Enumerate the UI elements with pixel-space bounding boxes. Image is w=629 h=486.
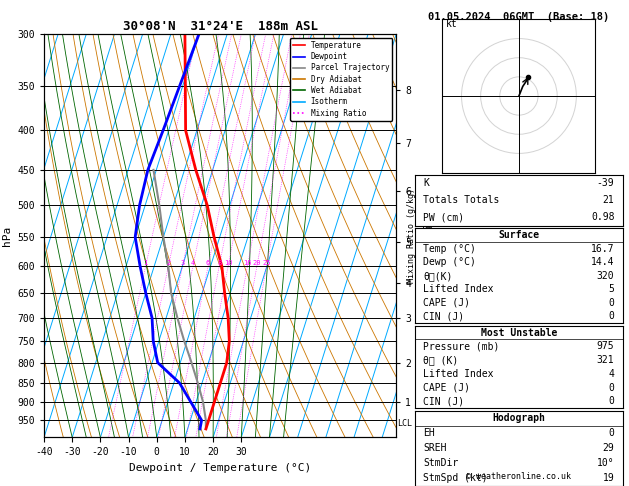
Text: CAPE (J): CAPE (J) xyxy=(423,298,470,308)
Text: 10: 10 xyxy=(224,260,232,266)
Text: 4: 4 xyxy=(191,260,195,266)
Text: EH: EH xyxy=(423,428,435,438)
Text: 2: 2 xyxy=(166,260,170,266)
Text: 16: 16 xyxy=(243,260,252,266)
Text: Mixing Ratio (g/kg): Mixing Ratio (g/kg) xyxy=(408,188,416,283)
Text: StmDir: StmDir xyxy=(423,458,459,469)
Text: Pressure (mb): Pressure (mb) xyxy=(423,341,500,351)
Text: 14.4: 14.4 xyxy=(591,257,615,267)
Text: SREH: SREH xyxy=(423,443,447,453)
Text: kt: kt xyxy=(446,19,458,29)
Text: 0: 0 xyxy=(608,382,615,393)
Text: © weatheronline.co.uk: © weatheronline.co.uk xyxy=(467,472,571,481)
Text: Lifted Index: Lifted Index xyxy=(423,284,494,295)
Text: 0: 0 xyxy=(608,428,615,438)
X-axis label: Dewpoint / Temperature (°C): Dewpoint / Temperature (°C) xyxy=(129,463,311,473)
Text: 3: 3 xyxy=(181,260,185,266)
Y-axis label: km
ASL: km ASL xyxy=(419,225,437,246)
Text: θᴇ (K): θᴇ (K) xyxy=(423,355,459,365)
Text: Most Unstable: Most Unstable xyxy=(481,328,557,337)
Text: 321: 321 xyxy=(597,355,615,365)
Text: 4: 4 xyxy=(608,369,615,379)
Text: 975: 975 xyxy=(597,341,615,351)
Text: 0.98: 0.98 xyxy=(591,212,615,223)
Text: 5: 5 xyxy=(608,284,615,295)
Legend: Temperature, Dewpoint, Parcel Trajectory, Dry Adiabat, Wet Adiabat, Isotherm, Mi: Temperature, Dewpoint, Parcel Trajectory… xyxy=(290,38,392,121)
Text: CIN (J): CIN (J) xyxy=(423,397,465,406)
Text: 19: 19 xyxy=(603,473,615,484)
Y-axis label: hPa: hPa xyxy=(2,226,12,246)
Text: K: K xyxy=(423,178,430,189)
Text: 20: 20 xyxy=(253,260,261,266)
Text: 0: 0 xyxy=(608,397,615,406)
Text: 25: 25 xyxy=(262,260,271,266)
Text: Hodograph: Hodograph xyxy=(493,413,545,423)
Text: Lifted Index: Lifted Index xyxy=(423,369,494,379)
Text: Temp (°C): Temp (°C) xyxy=(423,243,476,254)
Text: 8: 8 xyxy=(217,260,221,266)
Text: 0: 0 xyxy=(608,312,615,321)
Text: -39: -39 xyxy=(597,178,615,189)
Text: 1: 1 xyxy=(143,260,148,266)
Text: 21: 21 xyxy=(603,195,615,206)
Text: 10°: 10° xyxy=(597,458,615,469)
Text: 01.05.2024  06GMT  (Base: 18): 01.05.2024 06GMT (Base: 18) xyxy=(428,12,610,22)
Text: 320: 320 xyxy=(597,271,615,281)
Text: CAPE (J): CAPE (J) xyxy=(423,382,470,393)
Text: 29: 29 xyxy=(603,443,615,453)
Text: StmSpd (kt): StmSpd (kt) xyxy=(423,473,488,484)
Text: Dewp (°C): Dewp (°C) xyxy=(423,257,476,267)
Text: 6: 6 xyxy=(206,260,210,266)
Text: Totals Totals: Totals Totals xyxy=(423,195,500,206)
Title: 30°08'N  31°24'E  188m ASL: 30°08'N 31°24'E 188m ASL xyxy=(123,20,318,33)
Text: 0: 0 xyxy=(608,298,615,308)
Text: LCL: LCL xyxy=(397,419,412,428)
Text: CIN (J): CIN (J) xyxy=(423,312,465,321)
Text: PW (cm): PW (cm) xyxy=(423,212,465,223)
Text: θᴇ(K): θᴇ(K) xyxy=(423,271,453,281)
Text: Surface: Surface xyxy=(498,230,540,240)
Text: 16.7: 16.7 xyxy=(591,243,615,254)
